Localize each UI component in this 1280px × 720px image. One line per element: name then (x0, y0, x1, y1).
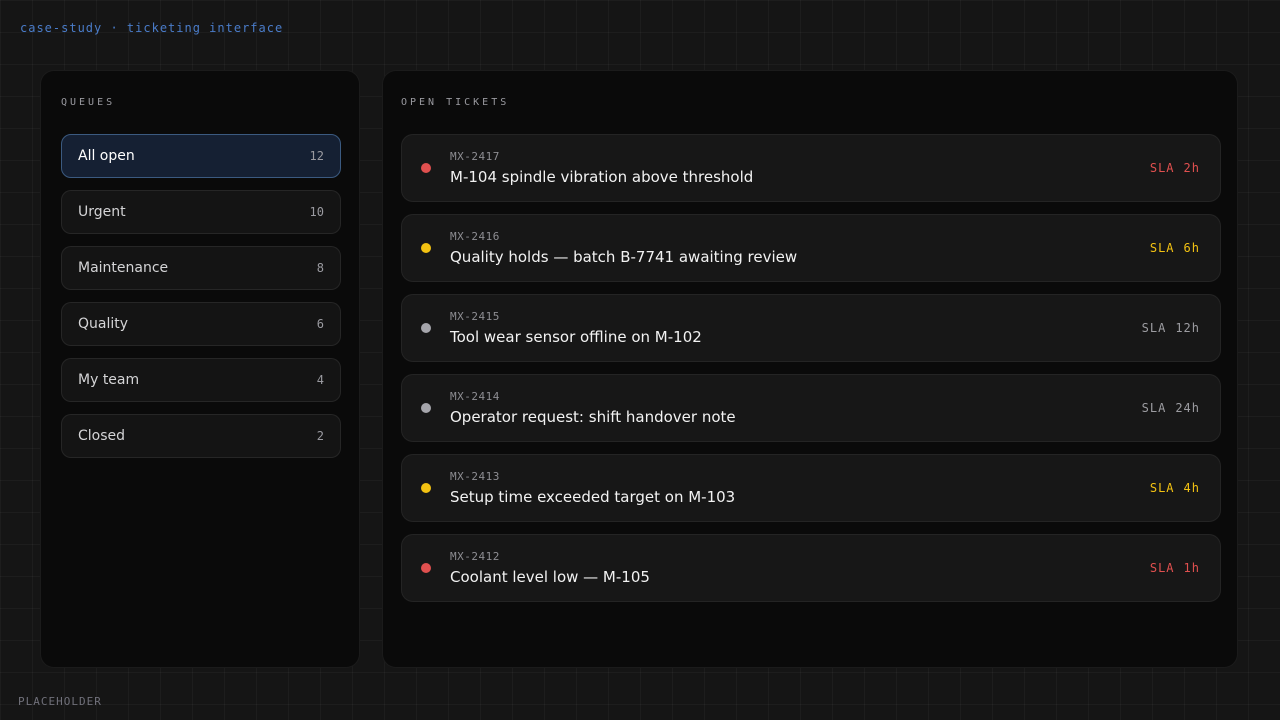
priority-dot-icon (421, 243, 431, 253)
tickets-panel: OPEN TICKETS MX-2417 M-104 spindle vibra… (382, 70, 1238, 668)
ticket-meta: MX-2412 Coolant level low — M-105 (450, 550, 650, 586)
sla-label: SLA (1141, 321, 1167, 335)
queue-label: All open (78, 148, 135, 164)
ticket-row[interactable]: MX-2417 M-104 spindle vibration above th… (401, 134, 1221, 202)
queue-count: 4 (316, 373, 324, 387)
ticket-id: MX-2416 (450, 230, 500, 243)
sidebar-item-urgent[interactable]: Urgent 10 (61, 190, 341, 234)
queue-count: 6 (316, 317, 324, 331)
sla-value: 6h (1183, 241, 1200, 255)
ticket-title: M-104 spindle vibration above threshold (450, 168, 754, 186)
queue-label: Closed (78, 428, 126, 444)
queue-count: 8 (316, 261, 324, 275)
sidebar-item-closed[interactable]: Closed 2 (61, 414, 341, 458)
sla-badge: SLA 2h (1150, 161, 1200, 175)
queues-heading: QUEUES (61, 97, 116, 108)
ticket-title: Tool wear sensor offline on M-102 (450, 328, 702, 346)
queue-count: 2 (316, 429, 324, 443)
sla-badge: SLA 1h (1150, 561, 1200, 575)
sidebar-item-quality[interactable]: Quality 6 (61, 302, 341, 346)
queue-count: 10 (309, 205, 324, 219)
ticket-meta: MX-2413 Setup time exceeded target on M-… (450, 470, 735, 506)
ticket-row[interactable]: MX-2413 Setup time exceeded target on M-… (401, 454, 1221, 522)
queue-label: Quality (78, 316, 129, 332)
app-breadcrumb: case-study · ticketing interface (20, 21, 284, 35)
priority-dot-icon (421, 163, 431, 173)
queue-count: 12 (309, 149, 324, 163)
queue-label: Maintenance (78, 260, 169, 276)
queue-label: My team (78, 372, 140, 388)
queue-label: Urgent (78, 204, 126, 220)
ticket-title: Operator request: shift handover note (450, 408, 736, 426)
sla-badge: SLA 12h (1142, 321, 1200, 335)
sla-badge: SLA 4h (1150, 481, 1200, 495)
ticket-row[interactable]: MX-2412 Coolant level low — M-105 SLA 1h (401, 534, 1221, 602)
sla-label: SLA (1149, 161, 1175, 175)
sla-badge: SLA 24h (1142, 401, 1200, 415)
sla-badge: SLA 6h (1150, 241, 1200, 255)
ticket-title: Setup time exceeded target on M-103 (450, 488, 736, 506)
sidebar-item-my-team[interactable]: My team 4 (61, 358, 341, 402)
sidebar-item-all-open[interactable]: All open 12 (61, 134, 341, 178)
ticket-title: Quality holds — batch B-7741 awaiting re… (450, 248, 798, 266)
ticket-meta: MX-2417 M-104 spindle vibration above th… (450, 150, 753, 186)
ticket-id: MX-2412 (450, 550, 500, 563)
sla-label: SLA (1149, 241, 1175, 255)
sla-value: 12h (1175, 321, 1200, 335)
ticket-title: Coolant level low — M-105 (450, 568, 650, 586)
sla-label: SLA (1141, 401, 1167, 415)
ticket-row[interactable]: MX-2414 Operator request: shift handover… (401, 374, 1221, 442)
priority-dot-icon (421, 483, 431, 493)
sidebar-item-maintenance[interactable]: Maintenance 8 (61, 246, 341, 290)
ticket-meta: MX-2416 Quality holds — batch B-7741 awa… (450, 230, 797, 266)
priority-dot-icon (421, 403, 431, 413)
ticket-row[interactable]: MX-2415 Tool wear sensor offline on M-10… (401, 294, 1221, 362)
ticket-id: MX-2414 (450, 390, 500, 403)
sla-value: 1h (1183, 561, 1200, 575)
sla-value: 24h (1175, 401, 1200, 415)
ticket-meta: MX-2415 Tool wear sensor offline on M-10… (450, 310, 702, 346)
open-tickets-heading: OPEN TICKETS (401, 97, 510, 108)
sla-label: SLA (1149, 561, 1175, 575)
ticket-meta: MX-2414 Operator request: shift handover… (450, 390, 736, 426)
ticket-row[interactable]: MX-2416 Quality holds — batch B-7741 awa… (401, 214, 1221, 282)
sla-value: 2h (1183, 161, 1200, 175)
ticket-id: MX-2415 (450, 310, 500, 323)
priority-dot-icon (421, 323, 431, 333)
ticket-id: MX-2417 (450, 150, 500, 163)
sla-value: 4h (1183, 481, 1200, 495)
ticket-id: MX-2413 (450, 470, 500, 483)
placeholder-label: PLACEHOLDER (18, 695, 102, 708)
priority-dot-icon (421, 563, 431, 573)
sla-label: SLA (1149, 481, 1175, 495)
queues-panel: QUEUES All open 12 Urgent 10 Maintenance… (40, 70, 360, 668)
